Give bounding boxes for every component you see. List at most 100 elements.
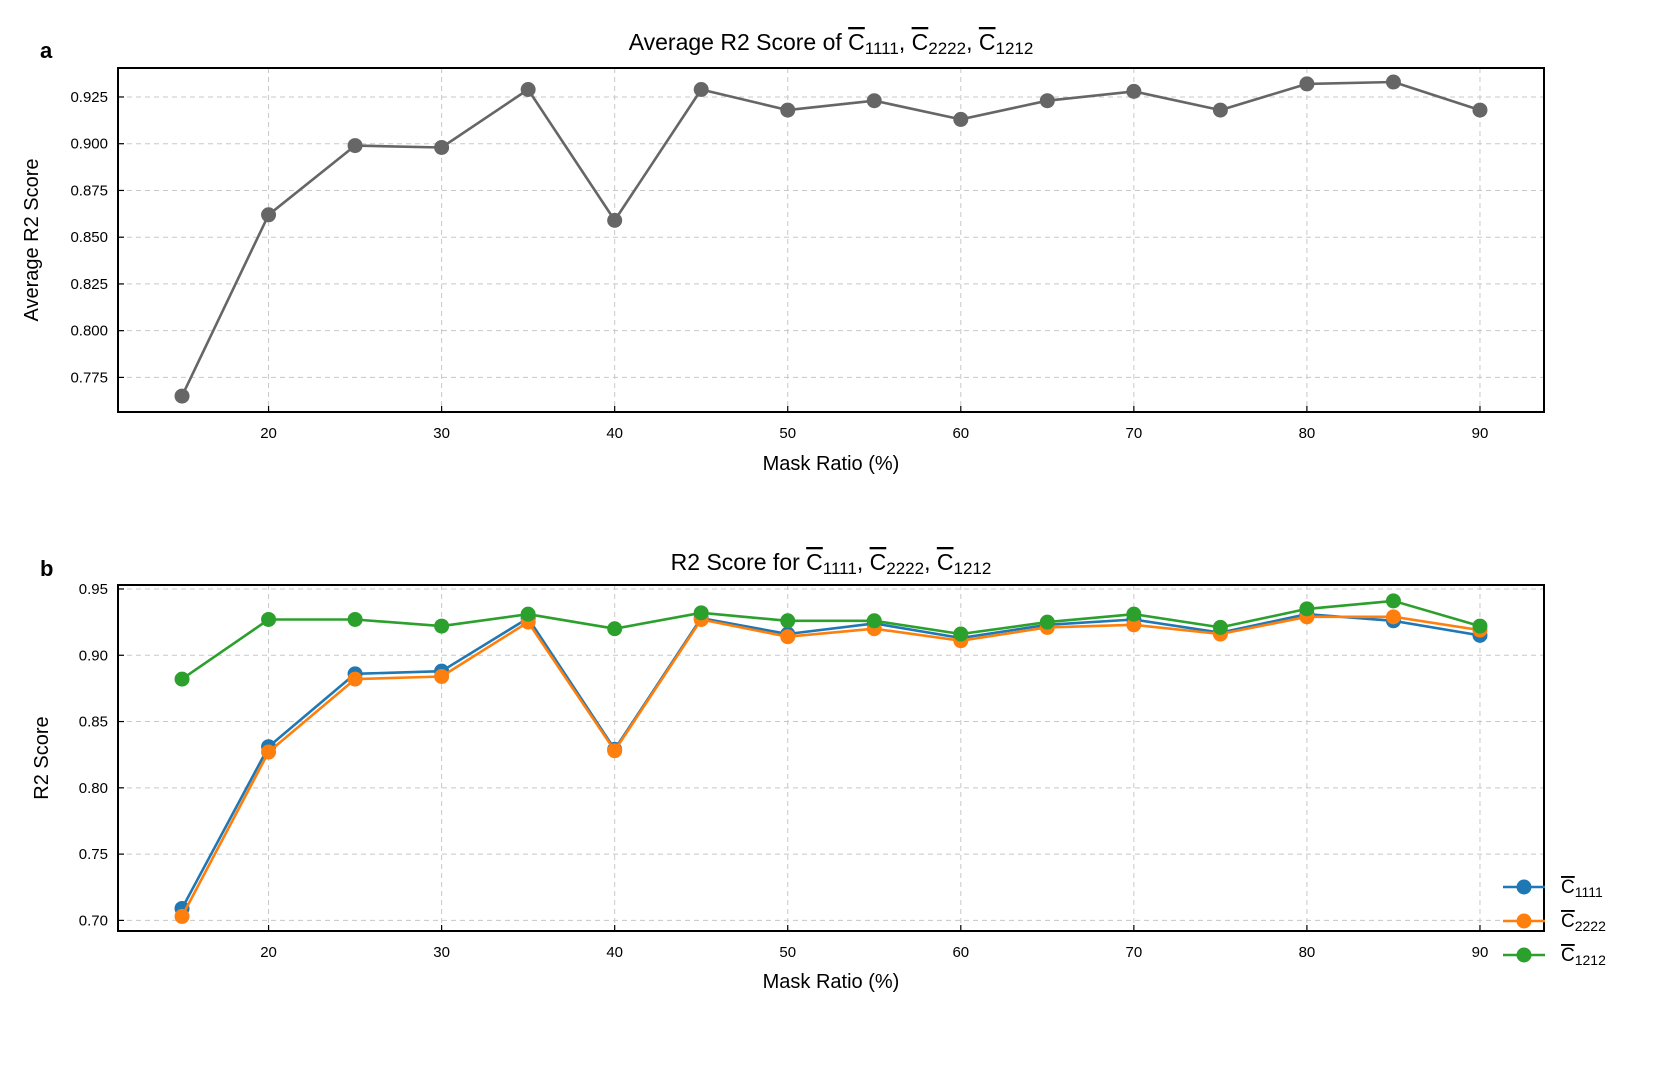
panel-a: 20 30 40 50 60 70 80 90 0.775 0.800 0.825 0.850 0.87… bbox=[21, 29, 1545, 475]
data-point bbox=[347, 671, 363, 687]
data-point bbox=[520, 606, 536, 622]
y-tick-label: 0.875 bbox=[70, 182, 108, 199]
data-point bbox=[520, 82, 536, 97]
data-point bbox=[347, 138, 363, 154]
y-axis-label: R2 Score bbox=[31, 716, 53, 799]
x-tick-label: 70 bbox=[1126, 944, 1143, 961]
data-point bbox=[1299, 76, 1315, 92]
data-point bbox=[174, 671, 190, 687]
data-point bbox=[1472, 618, 1488, 634]
data-point bbox=[1472, 102, 1488, 118]
x-tick-label: 80 bbox=[1299, 944, 1316, 961]
data-point bbox=[607, 621, 623, 637]
series-line bbox=[181, 599, 1481, 681]
data-point bbox=[780, 102, 796, 118]
data-point bbox=[261, 207, 277, 223]
x-tick-label: 30 bbox=[433, 425, 450, 442]
series-line bbox=[180, 612, 1481, 910]
data-point bbox=[866, 93, 882, 109]
data-point bbox=[607, 212, 623, 228]
legend-marker bbox=[1516, 913, 1532, 929]
data-point bbox=[434, 618, 450, 634]
series-line bbox=[180, 80, 1481, 397]
y-axis-label: Average R2 Score bbox=[21, 158, 43, 321]
legend: C1111 C2222 C1212 bbox=[1503, 877, 1606, 968]
series-line bbox=[180, 615, 1481, 918]
x-tick-label: 20 bbox=[260, 944, 277, 961]
ticks: 20 30 40 50 60 70 80 90 0.70 0.75 0.80 0.85 0.90 0.95 bbox=[79, 581, 1489, 961]
x-tick-label: 40 bbox=[606, 425, 623, 442]
data-point bbox=[1039, 614, 1055, 630]
axes-frame bbox=[117, 67, 1545, 413]
y-tick-label: 0.90 bbox=[79, 647, 108, 664]
data-point bbox=[953, 111, 969, 127]
series-1 bbox=[174, 74, 1488, 404]
data-point bbox=[1212, 102, 1228, 118]
series-3 bbox=[174, 593, 1488, 687]
legend-item: C2222 bbox=[1503, 911, 1606, 934]
x-axis-label: Mask Ratio (%) bbox=[763, 971, 900, 993]
data-point bbox=[261, 744, 277, 760]
y-tick-label: 0.800 bbox=[70, 323, 108, 340]
legend-marker bbox=[1516, 947, 1532, 963]
data-point bbox=[693, 605, 709, 621]
data-point bbox=[1212, 619, 1228, 635]
chart-title: R2 Score for C1111, C2222, C1212 bbox=[671, 549, 992, 578]
panel-b: 20 30 40 50 60 70 80 90 0.70 0.75 0.80 0.85 0.90 0.95… bbox=[31, 549, 1606, 993]
data-point bbox=[347, 611, 363, 627]
x-tick-label: 90 bbox=[1472, 425, 1489, 442]
legend-label: C1111 bbox=[1561, 877, 1603, 900]
data-point bbox=[1385, 609, 1401, 625]
x-tick-label: 70 bbox=[1126, 425, 1143, 442]
data-point bbox=[1299, 601, 1315, 617]
data-point bbox=[1126, 83, 1142, 99]
y-tick-label: 0.825 bbox=[70, 276, 108, 293]
y-tick-label: 0.850 bbox=[70, 229, 108, 246]
x-tick-label: 40 bbox=[606, 944, 623, 961]
data-point bbox=[1126, 617, 1142, 633]
data-point bbox=[866, 613, 882, 629]
data-point bbox=[174, 908, 190, 924]
x-tick-label: 80 bbox=[1299, 425, 1316, 442]
y-tick-label: 0.80 bbox=[79, 780, 108, 797]
y-tick-label: 0.925 bbox=[70, 89, 108, 106]
y-tick-label: 0.85 bbox=[79, 714, 108, 731]
legend-label: C1212 bbox=[1561, 945, 1606, 968]
gridlines bbox=[118, 68, 1544, 412]
x-tick-label: 50 bbox=[779, 944, 796, 961]
data-point bbox=[1039, 93, 1055, 109]
y-tick-label: 0.775 bbox=[70, 369, 108, 386]
panel-letter: b bbox=[40, 556, 53, 581]
data-point bbox=[434, 668, 450, 684]
data-point bbox=[434, 139, 450, 155]
x-axis-label: Mask Ratio (%) bbox=[763, 453, 900, 475]
data-point bbox=[780, 613, 796, 629]
data-point bbox=[953, 626, 969, 642]
data-point bbox=[1126, 606, 1142, 622]
y-tick-label: 0.95 bbox=[79, 581, 108, 598]
x-tick-label: 50 bbox=[779, 425, 796, 442]
data-point bbox=[1385, 593, 1401, 609]
ticks: 20 30 40 50 60 70 80 90 0.775 0.800 0.825 0.850 0.87… bbox=[70, 89, 1488, 442]
data-point bbox=[1385, 74, 1401, 90]
y-tick-label: 0.70 bbox=[79, 912, 108, 929]
data-point bbox=[607, 743, 623, 759]
x-tick-label: 60 bbox=[952, 425, 969, 442]
data-point bbox=[693, 82, 709, 97]
data-point bbox=[780, 629, 796, 645]
data-point bbox=[261, 611, 277, 627]
chart-title: Average R2 Score of C1111, C2222, C1212 bbox=[629, 29, 1034, 58]
x-tick-label: 60 bbox=[952, 944, 969, 961]
y-tick-label: 0.75 bbox=[79, 846, 108, 863]
y-tick-label: 0.900 bbox=[70, 136, 108, 153]
legend-label: C2222 bbox=[1561, 911, 1606, 934]
panel-letter: a bbox=[40, 38, 53, 63]
legend-item: C1111 bbox=[1503, 877, 1603, 900]
legend-marker bbox=[1516, 879, 1532, 895]
legend-item: C1212 bbox=[1503, 945, 1606, 968]
data-point bbox=[174, 388, 190, 404]
x-tick-label: 90 bbox=[1472, 944, 1489, 961]
axes-frame bbox=[117, 584, 1545, 932]
